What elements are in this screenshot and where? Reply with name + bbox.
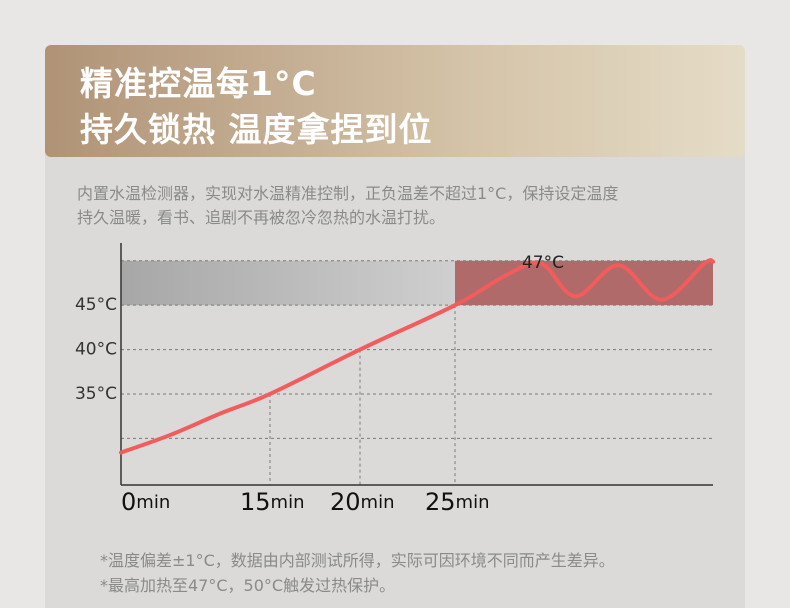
description: 持久温暖，看书、追剧不再被忽冷忽热的水温打扰。 <box>77 208 446 227</box>
x-tick-label: 15min <box>240 488 305 516</box>
banner: 精准控温每1°C 持久锁热 温度拿捏到位 <box>45 45 745 157</box>
x-tick-value: 20 <box>330 488 361 516</box>
x-tick-value: 15 <box>240 488 271 516</box>
x-tick-label: 0min <box>121 488 170 516</box>
title: 精准控温每1°C <box>80 64 317 103</box>
y-tick-label: 45°C <box>75 295 117 315</box>
x-tick-label: 25min <box>425 488 490 516</box>
title: 持久锁热 温度拿捏到位 <box>80 110 433 149</box>
band <box>121 260 455 306</box>
x-tick-label: 20min <box>330 488 395 516</box>
y-tick-label: 35°C <box>75 384 117 404</box>
footnote: *最高加热至47°C，50°C触发过热保护。 <box>100 576 396 595</box>
annotation: 47°C <box>522 253 564 273</box>
panel <box>45 140 745 608</box>
x-tick-unit: min <box>271 492 305 513</box>
x-tick-unit: min <box>361 492 395 513</box>
y-tick-label: 40°C <box>75 340 117 360</box>
x-tick-unit: min <box>456 492 490 513</box>
description: 内置水温检测器，实现对水温精准控制，正负温差不超过1°C，保持设定温度 <box>77 184 619 203</box>
x-tick-unit: min <box>136 492 170 513</box>
x-tick-value: 25 <box>425 488 456 516</box>
temperature-line <box>119 258 715 455</box>
x-tick-value: 0 <box>121 488 136 516</box>
footnote: *温度偏差±1°C，数据由内部测试所得，实际可因环境不同而产生差异。 <box>100 551 615 570</box>
